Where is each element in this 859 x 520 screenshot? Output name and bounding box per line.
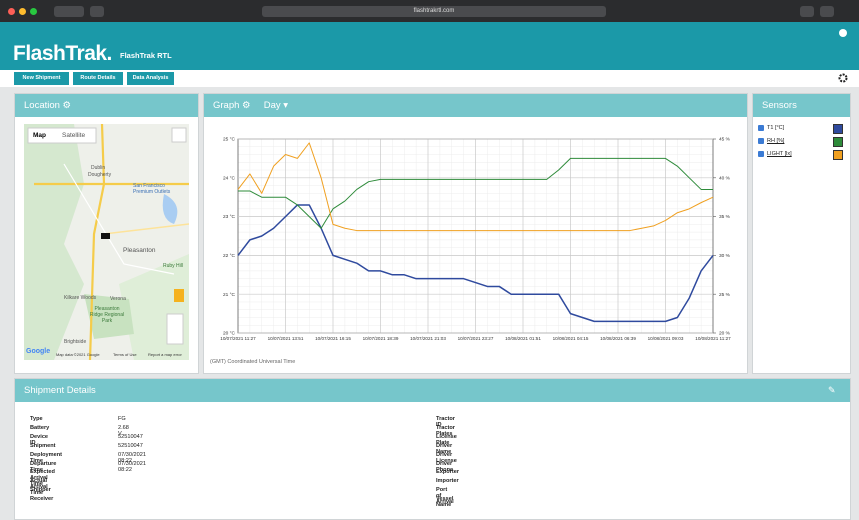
map-place: Pleasanton — [123, 247, 156, 254]
minimize-button[interactable] — [19, 8, 26, 15]
panel-header: Location ⚙ — [15, 94, 198, 117]
x-tick-label: 10/07/2021 21:03 — [410, 336, 446, 341]
close-button[interactable] — [8, 8, 15, 15]
map-link[interactable]: Terms of Use — [113, 352, 137, 357]
map-place: Ruby Hill — [163, 263, 183, 269]
panel-header: Shipment Details — [15, 379, 850, 402]
legend-swatch — [833, 137, 843, 147]
legend-swatch — [833, 124, 843, 134]
panel-header: Graph ⚙ Day ▾ — [204, 94, 747, 117]
detail-label: Type — [30, 416, 43, 422]
settings-icon[interactable] — [838, 73, 848, 83]
detail-label: Battery — [30, 425, 49, 431]
map-button[interactable]: Map — [33, 132, 46, 139]
sidebar-button[interactable] — [90, 6, 104, 17]
panel-title: Sensors — [762, 100, 797, 111]
map-link[interactable]: Report a map error — [148, 352, 182, 357]
panel-header: Sensors — [753, 94, 850, 117]
map-place: San Francisco Premium Outlets — [133, 183, 183, 195]
detail-label: Shipper — [30, 487, 51, 493]
x-tick-label: 10/07/2021 18:39 — [363, 336, 399, 341]
map-attribution: Map data ©2021 Google — [56, 352, 100, 357]
x-tick-label: 10/08/2021 06:39 — [600, 336, 636, 341]
tab-button[interactable]: Data Analysis — [127, 72, 174, 85]
detail-value: FG — [118, 416, 126, 422]
legend-label: T1 [°C] — [767, 125, 784, 131]
legend: T1 [°C] RH [%] LIGHT [lx] — [758, 124, 843, 163]
detail-value: 07/30/2021 08:22 — [118, 461, 146, 473]
tabs-button[interactable] — [820, 6, 834, 17]
x-axis-labels: 10/07/2021 11:27 10/07/2021 13:51 10/07/20… — [204, 117, 745, 371]
detail-label: Importer — [436, 478, 459, 484]
legend-label: RH [%] — [767, 138, 784, 144]
detail-label: Receiver — [30, 496, 53, 502]
panel-title: Location — [24, 100, 60, 111]
legend-entry: T1 [°C] — [758, 124, 843, 133]
nav-buttons[interactable] — [54, 6, 84, 17]
x-tick-label: 10/07/2021 13:51 — [268, 336, 304, 341]
page: flashtrakrtl.com FlashTrak. FlashTrak RT… — [0, 0, 859, 511]
x-tick-label: 10/08/2021 09:03 — [648, 336, 684, 341]
logo[interactable]: FlashTrak. — [13, 42, 112, 66]
map-place: Brightside — [64, 339, 86, 345]
map-place: Dublin — [91, 165, 105, 171]
tab-button[interactable]: Route Details — [73, 72, 123, 85]
legend-checkbox[interactable] — [758, 151, 764, 157]
panel-title: Shipment Details — [24, 385, 96, 396]
map-place: Verona — [110, 296, 126, 302]
legend-entry: RH [%] — [758, 137, 843, 146]
range-dropdown[interactable]: Day — [264, 100, 281, 111]
map-place: Pleasanton Ridge Regional Park — [88, 306, 126, 324]
edit-icon[interactable]: ✎ — [828, 385, 836, 396]
panel-title: Graph — [213, 100, 239, 111]
map-place: Kilkare Woods — [64, 295, 96, 301]
legend-entry: LIGHT [lx] — [758, 150, 843, 159]
detail-value: 52510047 — [118, 443, 143, 449]
legend-label: LIGHT [lx] — [767, 151, 792, 157]
detail-label: Exporter — [436, 469, 459, 475]
app-header — [0, 22, 859, 70]
x-tick-label: 10/07/2021 16:15 — [315, 336, 351, 341]
x-tick-label: 10/07/2021 11:27 — [220, 336, 256, 341]
shipment-panel: Shipment Details — [14, 378, 851, 520]
address-bar[interactable]: flashtrakrtl.com — [262, 6, 606, 17]
detail-label: Shipment — [30, 443, 55, 449]
legend-swatch — [833, 150, 843, 160]
detail-label: Vessel Name — [436, 496, 453, 508]
x-tick-label: 10/08/2021 01:51 — [505, 336, 541, 341]
map-place: Dougherty — [88, 172, 111, 178]
tab-button[interactable]: New Shipment — [14, 72, 69, 85]
help-icon[interactable] — [839, 29, 847, 37]
detail-value: 52510047 — [118, 434, 143, 440]
x-tick-label: 10/08/2021 04:15 — [553, 336, 589, 341]
x-tick-label: 10/08/2021 11:27 — [695, 336, 731, 341]
map-logo: Google — [26, 348, 50, 355]
app-name: FlashTrak RTL — [120, 51, 172, 60]
legend-checkbox[interactable] — [758, 125, 764, 131]
share-button[interactable] — [800, 6, 814, 17]
map[interactable] — [24, 124, 189, 360]
legend-checkbox[interactable] — [758, 138, 764, 144]
x-tick-label: 10/07/2021 23:27 — [458, 336, 494, 341]
zoom-button[interactable] — [30, 8, 37, 15]
map-button[interactable]: Satellite — [62, 132, 85, 139]
